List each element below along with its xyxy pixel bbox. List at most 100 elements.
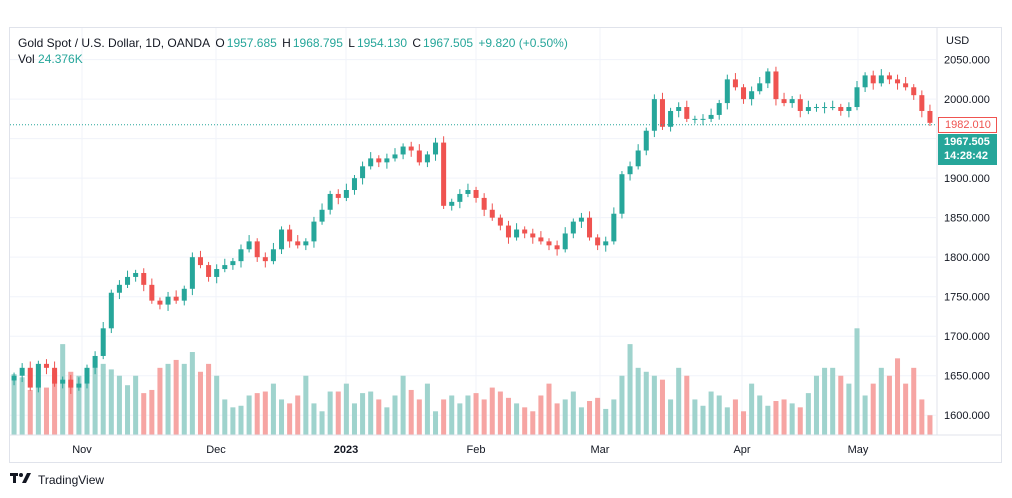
candle-body [732, 79, 738, 88]
volume-bar [797, 407, 803, 435]
price-tick-label: 2050.000 [944, 55, 990, 67]
volume-bar [157, 367, 163, 435]
candle-body [351, 178, 357, 191]
volume-bar [189, 352, 195, 435]
candle-body [611, 213, 617, 242]
candle-body [392, 154, 398, 159]
candle-body [514, 229, 520, 238]
candle-body [149, 284, 155, 301]
volume-bar [270, 383, 276, 435]
candle-body [84, 367, 90, 384]
volume-bar [830, 367, 836, 435]
volume-bar [862, 395, 868, 435]
volume-bar [238, 405, 244, 435]
candle-body [19, 367, 25, 376]
candle-body [522, 229, 528, 234]
volume-bar [173, 359, 179, 435]
candle-body [222, 265, 228, 270]
volume-bar [765, 405, 771, 435]
candle-body [295, 241, 301, 246]
candle-body [595, 237, 601, 246]
candle-body [254, 241, 260, 258]
candle-body [797, 99, 803, 111]
volume-bar [116, 375, 122, 435]
candle-body [708, 114, 714, 119]
candle-body [368, 158, 374, 167]
volume-bar [149, 389, 155, 435]
time-tick-label: Mar [591, 444, 610, 456]
close-label: C [412, 36, 422, 50]
volume-bar [497, 391, 503, 435]
candle-body [27, 367, 33, 388]
volume-bar [392, 395, 398, 435]
candle-body [327, 193, 333, 210]
volume-bar [368, 391, 374, 435]
candle-body [206, 265, 212, 277]
candle-body [270, 249, 276, 262]
footer[interactable]: TradingView [10, 472, 104, 487]
high-label: H [282, 36, 291, 50]
volume-bar [757, 395, 763, 435]
legend: Gold Spot / U.S. Dollar, 1D, OANDA O 1957… [18, 35, 570, 51]
volume-legend: Vol 24.376K [18, 51, 83, 67]
high-line-price-tag: 1982.010 [938, 117, 997, 133]
tradingview-logo-icon[interactable] [10, 472, 32, 487]
price-tick-label: 1650.000 [944, 371, 990, 383]
candle-body [603, 241, 609, 246]
volume-bar [11, 374, 17, 435]
candle-body [441, 142, 447, 206]
volume-bars [11, 328, 933, 435]
volume-bar [165, 363, 171, 435]
candle-body [562, 233, 568, 250]
candle-body [43, 363, 49, 368]
volume-bar [692, 399, 698, 435]
candle-body [100, 328, 106, 356]
volume-bar [781, 399, 787, 435]
volume-bar [60, 344, 66, 435]
low-label: L [348, 36, 355, 50]
candle-body [125, 276, 131, 285]
candle-body [570, 221, 576, 234]
candle-body [238, 249, 244, 262]
candle-body [376, 158, 382, 163]
candle-body [424, 154, 430, 163]
tradingview-brand[interactable]: TradingView [38, 472, 105, 487]
legend-title: Gold Spot / U.S. Dollar, 1D, OANDA [18, 36, 211, 50]
volume-bar [603, 408, 609, 435]
volume-bar [279, 399, 285, 435]
volume-bar [141, 393, 147, 435]
volume-bar [108, 369, 114, 435]
volume-bar [846, 383, 852, 435]
candle-body [651, 99, 657, 131]
last-price-value: 1967.505 [944, 136, 990, 148]
currency-label: USD [946, 35, 970, 47]
candle-body [530, 233, 536, 238]
candle-body [757, 83, 763, 92]
candle-body [35, 363, 41, 388]
price-tick-label: 1900.000 [944, 173, 990, 185]
candle-body [846, 107, 852, 111]
volume-bar [222, 399, 228, 435]
candle-body [749, 91, 755, 100]
volume-bar [287, 403, 293, 435]
volume-bar [424, 383, 430, 435]
candle-body [181, 288, 187, 301]
volume-bar [125, 385, 131, 435]
candle-body [773, 71, 779, 100]
volume-bar [684, 375, 690, 435]
volume-bar [197, 371, 203, 435]
volume-bar [416, 399, 422, 435]
time-axis: Nov Dec 2023 Feb Mar Apr May [72, 444, 869, 456]
volume-bar [895, 358, 901, 435]
candle-body [408, 146, 414, 151]
volume-bar [595, 397, 601, 435]
volume-bar [262, 391, 268, 435]
volume-bar [562, 399, 568, 435]
candle-body [343, 190, 349, 198]
volume-bar [319, 411, 325, 435]
volume-bar [100, 363, 106, 435]
time-tick-label: 2023 [334, 444, 358, 456]
countdown-timer: 14:28:42 [944, 150, 989, 162]
volume-bar [878, 367, 884, 435]
